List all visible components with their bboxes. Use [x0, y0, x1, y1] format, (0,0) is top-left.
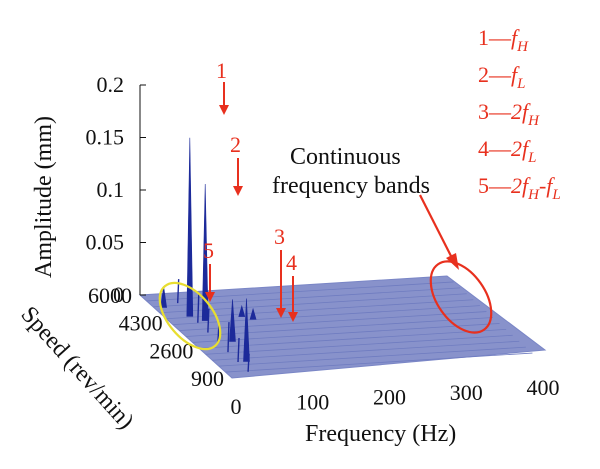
- legend-entry: 4—2fL: [478, 136, 536, 166]
- peak-arrowhead: [288, 312, 298, 322]
- peak-spike: [238, 304, 246, 317]
- low-speed-ellipse: [158, 281, 222, 351]
- z-axis-label: Amplitude (mm): [31, 116, 57, 278]
- legend-entry: 5—2fH-fL: [478, 173, 561, 203]
- surface-slice-line: [212, 340, 520, 361]
- peak-group: [160, 137, 257, 372]
- ridge-spike: [187, 294, 190, 313]
- peak-number-label: 5: [203, 238, 214, 263]
- z-tick-label: 0.15: [86, 125, 125, 150]
- z-tick-group: 0 0.05 0.1 0.15 0.2: [86, 72, 146, 307]
- peak-arrowhead: [276, 308, 286, 318]
- x-tick-label: 400: [527, 375, 560, 400]
- legend: 1—fH 2—fL 3—2fH 4—2fL 5—2fH-fL: [478, 25, 561, 203]
- annotation-arrow: [419, 194, 453, 259]
- surface-slice-line: [159, 293, 467, 314]
- peak-label-group: 1 2 34 5: [203, 58, 298, 322]
- legend-entry: 2—fL: [478, 62, 525, 92]
- x-axis-label: Frequency (Hz): [305, 421, 456, 447]
- surface-slice-line: [218, 346, 526, 367]
- surface-slice-line: [192, 323, 500, 343]
- x-tick-label: 200: [373, 385, 406, 410]
- z-tick-label: 0.2: [97, 72, 125, 97]
- ridge-spike: [227, 322, 230, 353]
- x-tick-label: 0: [231, 394, 242, 419]
- surface-slice-line: [166, 299, 474, 320]
- band-ellipse: [429, 260, 493, 334]
- x-tick-group: 0 100 200 300 400: [231, 375, 560, 419]
- y-tick-label: 900: [191, 366, 224, 391]
- ridge-spike: [197, 292, 200, 323]
- peak-spike: [160, 286, 167, 308]
- peak-number-label: 1: [216, 58, 227, 83]
- peak-spike: [201, 184, 209, 321]
- peak-arrowhead: [219, 105, 229, 115]
- peak-arrowhead: [205, 292, 215, 302]
- ridge-spike: [207, 308, 210, 333]
- surface-slice-line: [146, 281, 454, 302]
- annotation-line-1: Continuous: [290, 144, 401, 170]
- surface-slice-line: [199, 328, 507, 349]
- x-tick-label: 300: [450, 380, 483, 405]
- z-tick-label: 0.1: [97, 177, 125, 202]
- peak-number-label: 4: [286, 250, 297, 275]
- y-tick-label: 6000: [88, 283, 132, 308]
- ridge-spike: [247, 353, 250, 372]
- peak-spike: [186, 137, 194, 317]
- x-tick-label: 100: [296, 389, 329, 414]
- peak-number-label: 3: [274, 224, 285, 249]
- annotation-line-2: frequency bands: [272, 173, 430, 199]
- surface-slice-line: [172, 305, 480, 326]
- z-tick-label: 0.05: [86, 230, 125, 255]
- surface-slice-line: [205, 334, 513, 355]
- peak-number-label: 2: [230, 132, 241, 157]
- surface-slice-line: [185, 317, 494, 337]
- peak-spike: [249, 307, 257, 320]
- ridge-spike: [237, 337, 240, 363]
- peak-spike: [229, 299, 236, 342]
- y-tick-label: 4300: [119, 311, 163, 336]
- peak-arrowhead: [233, 186, 243, 196]
- legend-entry: 3—2fH: [478, 99, 540, 129]
- surface-slice-line: [225, 352, 533, 373]
- legend-entry: 1—fH: [478, 25, 529, 55]
- peak-spike: [243, 298, 250, 362]
- z-tick-label: 0: [113, 282, 124, 307]
